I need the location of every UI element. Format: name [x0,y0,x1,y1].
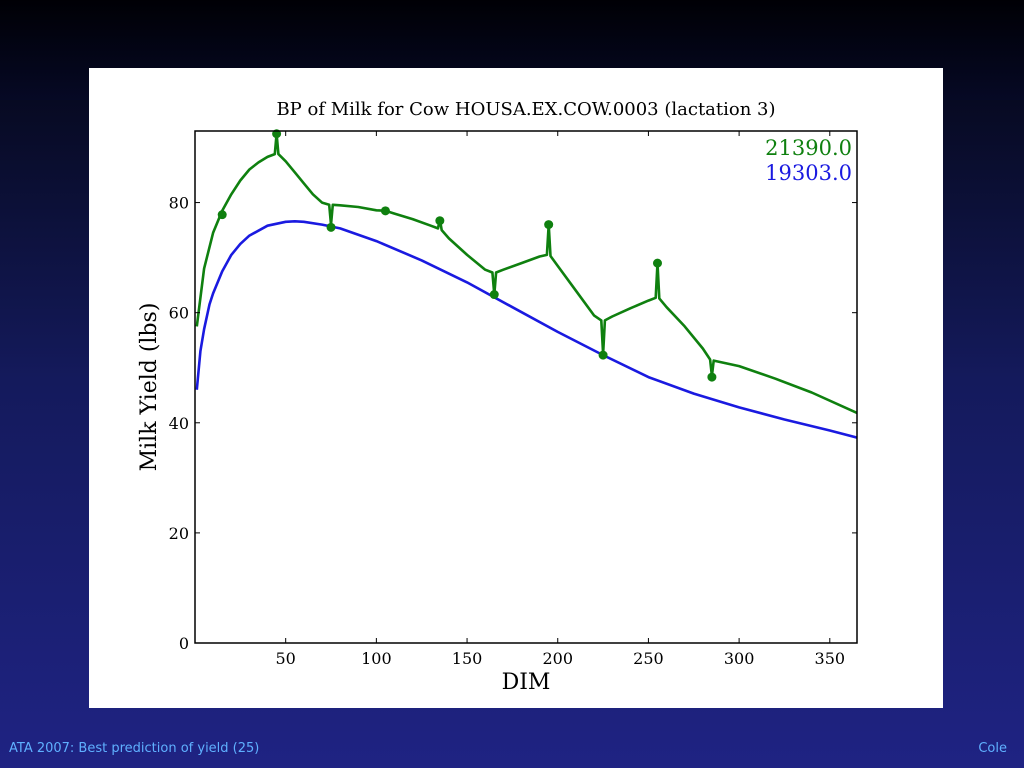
x-tick-label: 300 [724,649,755,668]
series-line-21390-0 [195,132,857,415]
milk-yield-chart: 50 100 150 200 250 300 350 0 20 40 60 80 BP of Milk… [137,99,858,695]
x-axis-label: DIM [502,670,551,695]
y-tick-label: 20 [169,524,189,543]
x-tick-label: 250 [633,649,664,668]
legend-entry: 19303.0 [765,161,852,185]
chart-title: BP of Milk for Cow HOUSA.EX.COW.0003 (la… [276,99,775,120]
legend-entry: 21390.0 [765,136,852,160]
data-point [598,350,608,360]
y-tick-label: 40 [169,414,189,433]
series-group [195,132,857,439]
y-tick-label: 0 [179,634,189,653]
x-tick-label: 200 [542,649,573,668]
series-line-19303-0 [195,220,857,439]
tick-layer: 50 100 150 200 250 300 350 0 20 40 60 80 [169,131,857,668]
x-tick-label: 100 [361,649,392,668]
data-point [326,222,336,232]
data-point [380,206,390,216]
x-tick-label: 50 [276,649,296,668]
x-tick-label: 150 [452,649,483,668]
y-tick-label: 60 [169,304,189,323]
data-point [489,290,499,300]
footer-presentation-title: ATA 2007: Best prediction of yield (25) [9,741,260,756]
data-point [544,220,554,230]
y-axis-label: Milk Yield (lbs) [137,303,162,472]
data-point [652,258,662,268]
series-layer [195,129,857,439]
chart-panel: 50 100 150 200 250 300 350 0 20 40 60 80 BP of Milk… [89,68,943,708]
data-point [435,216,445,226]
x-tick-label: 350 [815,649,846,668]
data-point [217,210,227,220]
data-point [707,372,717,382]
footer-author: Cole [978,741,1007,756]
plot-frame [194,130,858,644]
y-tick-label: 80 [169,194,189,213]
